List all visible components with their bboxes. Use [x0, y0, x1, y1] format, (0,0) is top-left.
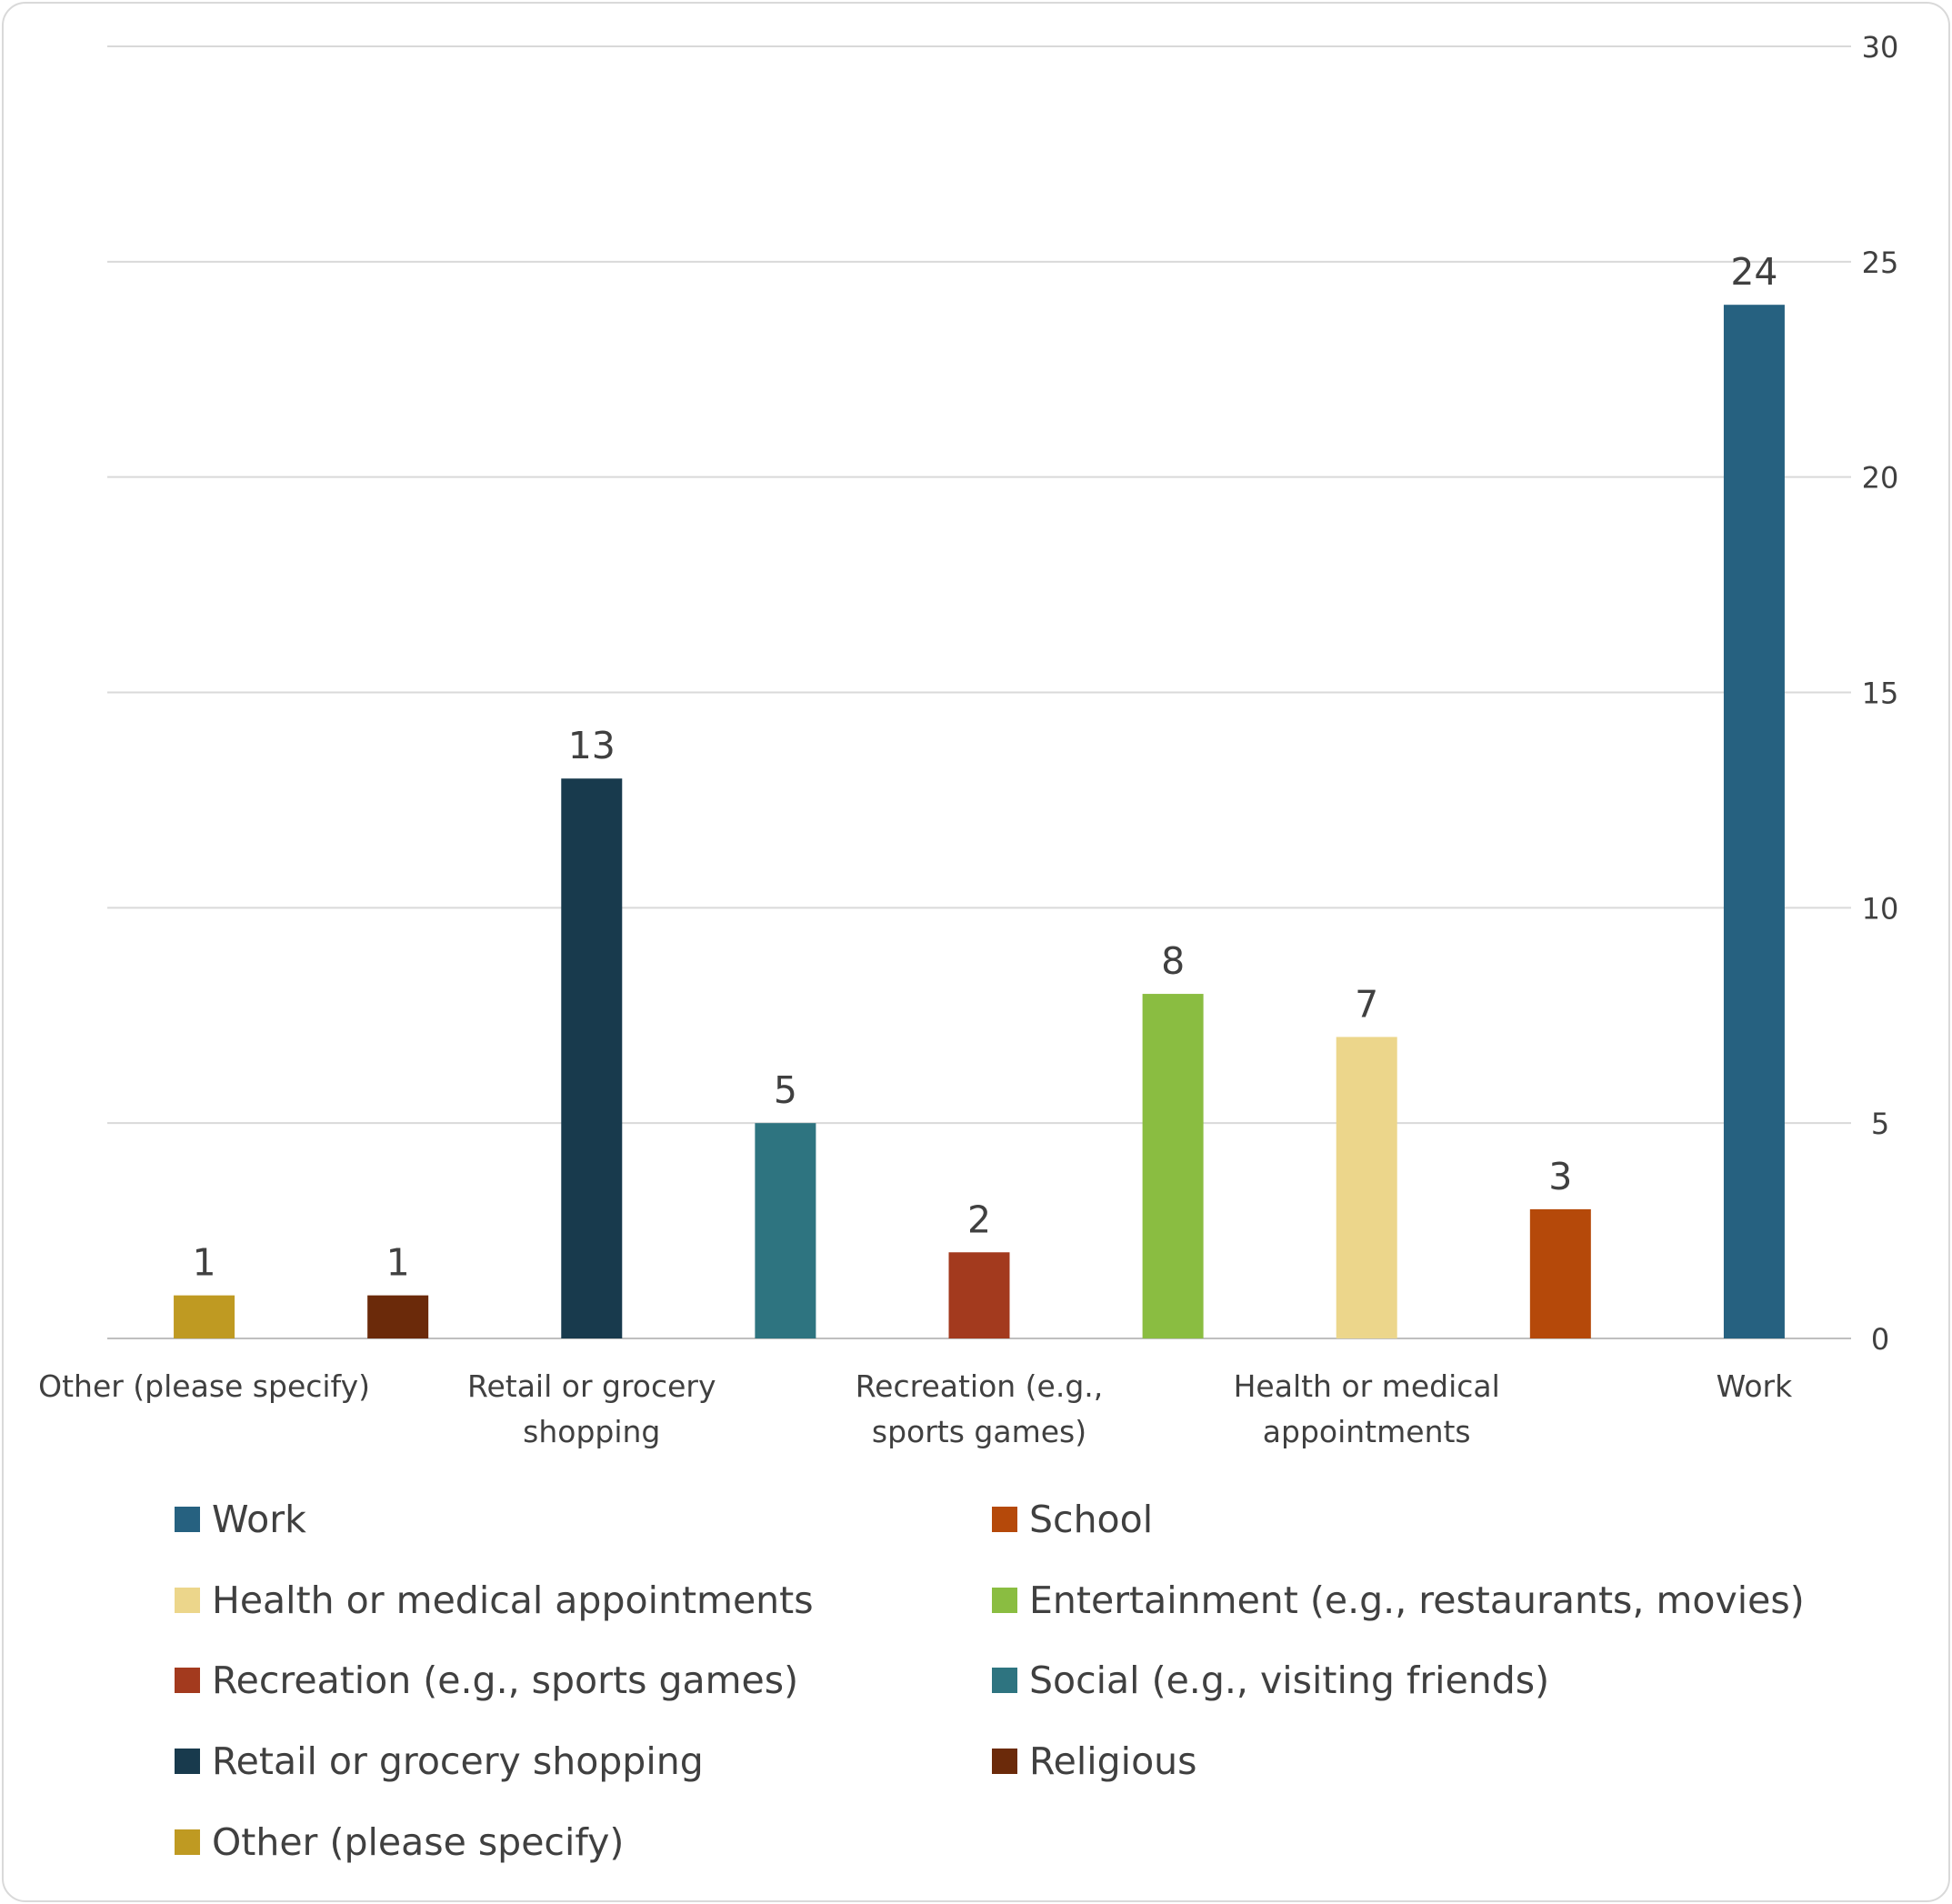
- bar-5: [948, 1252, 1010, 1338]
- data-label: 1: [386, 1241, 410, 1285]
- legend-label: Retail or grocery shopping: [212, 1739, 704, 1783]
- data-label: 2: [967, 1198, 991, 1241]
- y-tick-label: 15: [1862, 676, 1899, 711]
- data-label: 3: [1548, 1155, 1572, 1198]
- legend-label: Social (e.g., visiting friends): [1029, 1658, 1549, 1702]
- y-tick-label: 0: [1871, 1322, 1889, 1357]
- legend-swatch: [175, 1507, 200, 1532]
- bar-4: [755, 1123, 816, 1338]
- legend-swatch: [992, 1507, 1017, 1532]
- legend-label: Health or medical appointments: [212, 1578, 814, 1622]
- legend-label: Recreation (e.g., sports games): [212, 1658, 798, 1702]
- legend-label: Entertainment (e.g., restaurants, movies…: [1029, 1578, 1805, 1622]
- data-label: 24: [1730, 250, 1777, 294]
- legend-swatch: [175, 1668, 200, 1693]
- y-tick-label: 10: [1862, 891, 1899, 926]
- bar-3: [561, 778, 623, 1338]
- legend-swatch: [175, 1829, 200, 1855]
- bar-6: [1142, 994, 1204, 1338]
- legend-label: Work: [212, 1498, 306, 1541]
- x-tick-label: Other (please specify): [38, 1368, 370, 1404]
- bar-2: [367, 1295, 429, 1338]
- data-label: 13: [568, 724, 616, 767]
- legend-swatch: [175, 1588, 200, 1613]
- x-tick-label: Health or medical appointments: [1234, 1368, 1500, 1449]
- y-tick-label: 5: [1871, 1107, 1889, 1141]
- data-label: 8: [1161, 939, 1185, 983]
- x-tick-label: Work: [1717, 1368, 1793, 1404]
- bar-7: [1336, 1037, 1397, 1338]
- data-label: 7: [1355, 982, 1378, 1026]
- bar-1: [174, 1295, 235, 1338]
- bar-8: [1529, 1208, 1591, 1338]
- legend-label: Religious: [1029, 1739, 1197, 1783]
- y-tick-label: 30: [1862, 30, 1899, 65]
- legend-swatch: [175, 1749, 200, 1774]
- bar-9: [1723, 305, 1785, 1339]
- y-tick-label: 25: [1862, 246, 1899, 280]
- x-tick-label: Retail or grocery shopping: [467, 1368, 716, 1449]
- data-label: 5: [774, 1068, 797, 1112]
- data-label: 1: [193, 1241, 216, 1285]
- x-tick-label: Recreation (e.g., sports games): [856, 1368, 1104, 1449]
- legend-label: School: [1029, 1498, 1153, 1541]
- legend-label: Other (please specify): [212, 1820, 624, 1864]
- y-tick-label: 20: [1862, 461, 1899, 496]
- legend-swatch: [992, 1668, 1017, 1693]
- legend-swatch: [992, 1588, 1017, 1613]
- legend-swatch: [992, 1749, 1017, 1774]
